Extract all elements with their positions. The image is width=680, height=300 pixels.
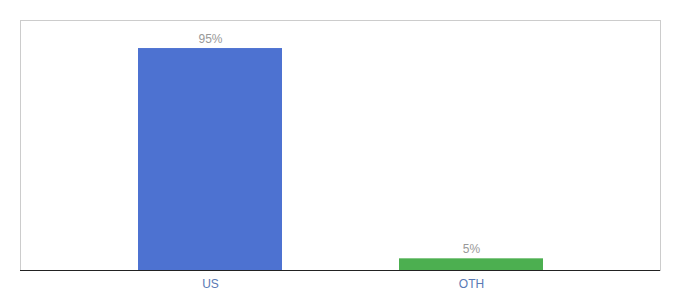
svg-text:5%: 5% bbox=[463, 242, 481, 256]
svg-text:US: US bbox=[202, 277, 219, 291]
svg-text:95%: 95% bbox=[198, 32, 222, 46]
svg-text:OTH: OTH bbox=[459, 277, 484, 291]
